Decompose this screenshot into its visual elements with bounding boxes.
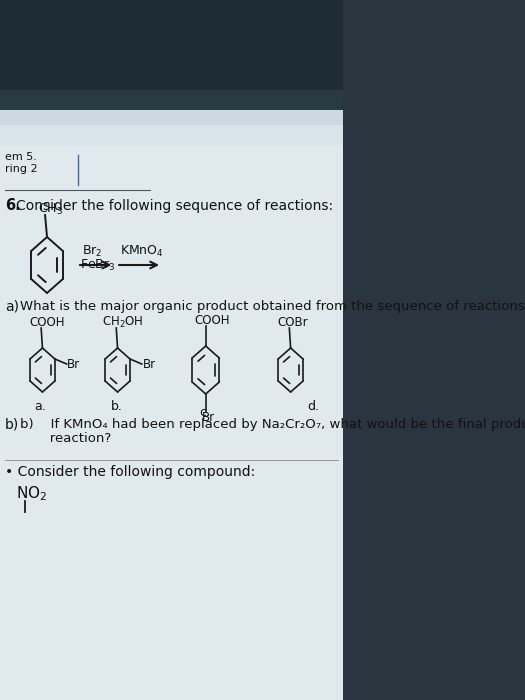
Text: Br$_2$: Br$_2$ xyxy=(82,244,103,259)
Text: CH$_3$: CH$_3$ xyxy=(38,202,63,217)
FancyBboxPatch shape xyxy=(0,90,343,140)
Text: KMnO$_4$: KMnO$_4$ xyxy=(120,244,163,259)
Text: b)    If KMnO₄ had been replaced by Na₂Cr₂O₇, what would be the final product of: b) If KMnO₄ had been replaced by Na₂Cr₂O… xyxy=(19,418,525,431)
FancyBboxPatch shape xyxy=(0,0,343,120)
Text: • Consider the following compound:: • Consider the following compound: xyxy=(5,465,256,479)
Text: c.: c. xyxy=(199,406,210,419)
Text: FeBr$_3$: FeBr$_3$ xyxy=(80,258,116,273)
FancyBboxPatch shape xyxy=(0,110,343,700)
FancyBboxPatch shape xyxy=(0,145,343,700)
Text: a.: a. xyxy=(35,400,46,413)
Text: Br: Br xyxy=(67,358,80,371)
Text: b): b) xyxy=(5,417,19,431)
Text: d.: d. xyxy=(308,400,320,413)
Text: b.: b. xyxy=(111,400,123,413)
Text: What is the major organic product obtained from the sequence of reactions?: What is the major organic product obtain… xyxy=(19,300,525,313)
Text: a): a) xyxy=(5,299,19,313)
Text: COOH: COOH xyxy=(29,316,65,329)
Text: em 5.: em 5. xyxy=(5,152,37,162)
Text: Br: Br xyxy=(142,358,155,371)
Text: 6.: 6. xyxy=(5,198,21,213)
Text: ring 2: ring 2 xyxy=(5,164,38,174)
Text: COOH: COOH xyxy=(194,314,229,327)
Text: NO$_2$: NO$_2$ xyxy=(16,484,48,503)
Text: Consider the following sequence of reactions:: Consider the following sequence of react… xyxy=(16,199,333,213)
Text: reaction?: reaction? xyxy=(19,432,111,445)
Text: Br: Br xyxy=(202,411,215,424)
Text: CH$_2$OH: CH$_2$OH xyxy=(102,315,143,330)
FancyBboxPatch shape xyxy=(0,125,343,700)
Text: COBr: COBr xyxy=(278,316,308,329)
